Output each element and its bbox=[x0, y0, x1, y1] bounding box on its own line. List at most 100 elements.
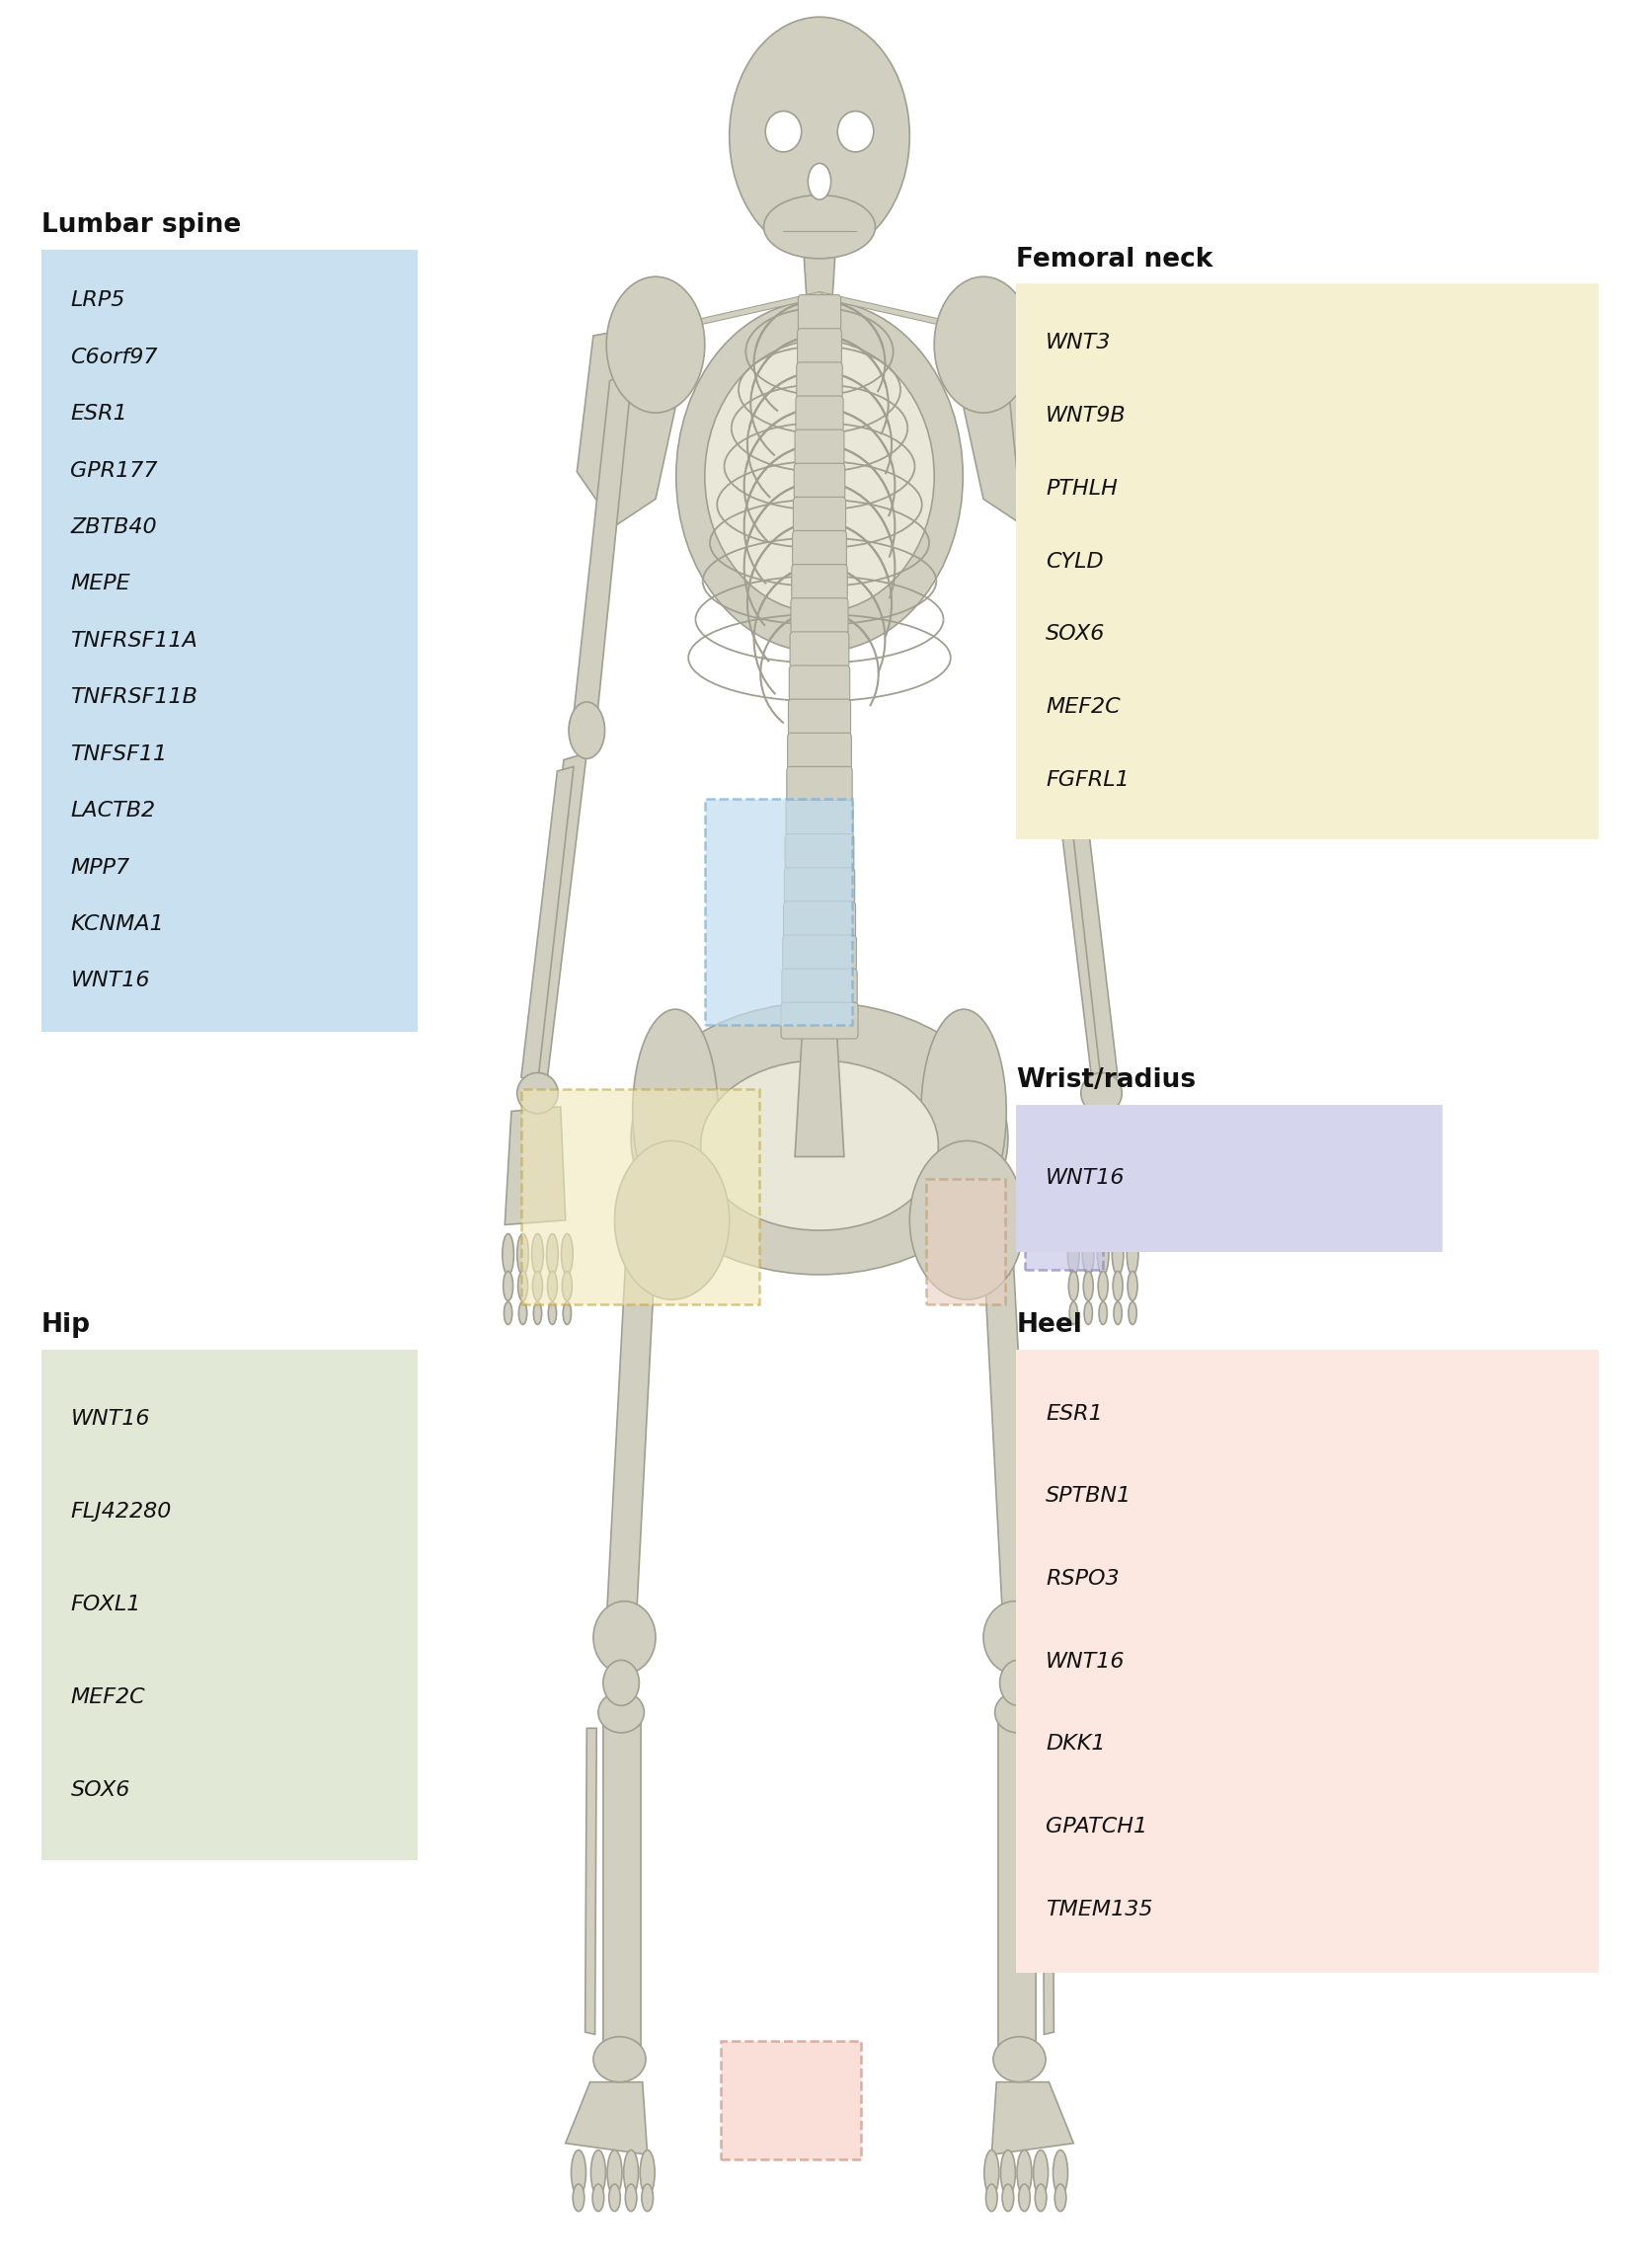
FancyBboxPatch shape bbox=[783, 934, 856, 971]
Ellipse shape bbox=[518, 1302, 528, 1325]
Ellipse shape bbox=[1083, 1270, 1093, 1302]
Ellipse shape bbox=[921, 1009, 1006, 1213]
Ellipse shape bbox=[808, 163, 831, 200]
Ellipse shape bbox=[570, 2150, 587, 2195]
Ellipse shape bbox=[603, 1660, 639, 1706]
FancyBboxPatch shape bbox=[1024, 1134, 1103, 1270]
Polygon shape bbox=[983, 1247, 1033, 1626]
Polygon shape bbox=[574, 367, 633, 721]
FancyBboxPatch shape bbox=[788, 699, 851, 735]
Circle shape bbox=[615, 1141, 729, 1300]
Text: Hip: Hip bbox=[41, 1313, 90, 1338]
Text: Heel: Heel bbox=[1016, 1313, 1082, 1338]
Ellipse shape bbox=[1098, 1234, 1110, 1275]
Ellipse shape bbox=[1003, 2184, 1013, 2211]
Ellipse shape bbox=[598, 1692, 644, 1733]
Ellipse shape bbox=[705, 340, 934, 612]
Ellipse shape bbox=[1083, 1234, 1095, 1275]
Ellipse shape bbox=[993, 2037, 1046, 2082]
Ellipse shape bbox=[1100, 1302, 1108, 1325]
Polygon shape bbox=[577, 322, 675, 526]
Ellipse shape bbox=[593, 2037, 646, 2082]
Text: Wrist/radius: Wrist/radius bbox=[1016, 1068, 1196, 1093]
Text: ESR1: ESR1 bbox=[70, 404, 128, 424]
Ellipse shape bbox=[764, 195, 875, 259]
Ellipse shape bbox=[1016, 2150, 1033, 2195]
FancyBboxPatch shape bbox=[792, 565, 847, 601]
Text: FGFRL1: FGFRL1 bbox=[1046, 771, 1129, 789]
Ellipse shape bbox=[1098, 1270, 1108, 1302]
Polygon shape bbox=[998, 1710, 1036, 2046]
Ellipse shape bbox=[547, 1270, 557, 1302]
Polygon shape bbox=[1006, 367, 1065, 721]
Ellipse shape bbox=[1034, 2150, 1049, 2195]
FancyBboxPatch shape bbox=[782, 1002, 859, 1039]
Ellipse shape bbox=[677, 302, 964, 653]
Ellipse shape bbox=[983, 2150, 1000, 2195]
FancyBboxPatch shape bbox=[798, 329, 842, 365]
Ellipse shape bbox=[623, 2150, 639, 2195]
Ellipse shape bbox=[533, 1270, 543, 1302]
Text: ESR1: ESR1 bbox=[1046, 1404, 1103, 1424]
Ellipse shape bbox=[701, 1059, 938, 1229]
Ellipse shape bbox=[606, 2150, 623, 2195]
Ellipse shape bbox=[987, 2184, 997, 2211]
FancyBboxPatch shape bbox=[1016, 1349, 1598, 1973]
Text: WNT3: WNT3 bbox=[1046, 333, 1111, 352]
Text: WNT16: WNT16 bbox=[70, 971, 149, 991]
Ellipse shape bbox=[1019, 2184, 1031, 2211]
Polygon shape bbox=[964, 322, 1062, 526]
Ellipse shape bbox=[1069, 1234, 1078, 1275]
FancyBboxPatch shape bbox=[797, 397, 842, 433]
Ellipse shape bbox=[729, 18, 910, 256]
FancyBboxPatch shape bbox=[790, 599, 849, 635]
Ellipse shape bbox=[502, 1234, 513, 1275]
Polygon shape bbox=[565, 2082, 647, 2155]
Text: WNT9B: WNT9B bbox=[1046, 406, 1126, 426]
Ellipse shape bbox=[1056, 2184, 1067, 2211]
Text: PTHLH: PTHLH bbox=[1046, 479, 1118, 499]
Text: WNT16: WNT16 bbox=[70, 1408, 149, 1429]
FancyBboxPatch shape bbox=[1016, 1105, 1442, 1252]
FancyBboxPatch shape bbox=[41, 1349, 418, 1860]
Text: TNFRSF11B: TNFRSF11B bbox=[70, 687, 198, 708]
Ellipse shape bbox=[561, 1234, 572, 1275]
Circle shape bbox=[910, 1141, 1024, 1300]
Ellipse shape bbox=[1126, 1234, 1137, 1275]
FancyBboxPatch shape bbox=[795, 429, 844, 465]
Ellipse shape bbox=[1128, 1302, 1137, 1325]
Ellipse shape bbox=[641, 2150, 656, 2195]
Polygon shape bbox=[603, 1710, 641, 2046]
Ellipse shape bbox=[518, 1234, 528, 1275]
Text: TNFSF11: TNFSF11 bbox=[70, 744, 167, 764]
Ellipse shape bbox=[1000, 2150, 1016, 2195]
Text: TNFRSF11A: TNFRSF11A bbox=[70, 631, 198, 651]
Polygon shape bbox=[795, 1016, 844, 1157]
Text: WNT16: WNT16 bbox=[1046, 1168, 1124, 1188]
Polygon shape bbox=[1065, 767, 1118, 1084]
Ellipse shape bbox=[1128, 1270, 1137, 1302]
Ellipse shape bbox=[610, 2184, 620, 2211]
Ellipse shape bbox=[569, 701, 605, 758]
Polygon shape bbox=[992, 2082, 1074, 2155]
Ellipse shape bbox=[631, 1002, 1008, 1275]
Text: MEF2C: MEF2C bbox=[1046, 696, 1121, 717]
FancyBboxPatch shape bbox=[788, 733, 852, 769]
FancyBboxPatch shape bbox=[787, 801, 852, 837]
Text: KCNMA1: KCNMA1 bbox=[70, 914, 164, 934]
Ellipse shape bbox=[995, 1692, 1041, 1733]
FancyBboxPatch shape bbox=[783, 900, 856, 937]
Ellipse shape bbox=[505, 1302, 511, 1325]
Ellipse shape bbox=[1054, 2150, 1069, 2195]
Ellipse shape bbox=[983, 1601, 1046, 1674]
Text: Lumbar spine: Lumbar spine bbox=[41, 213, 241, 238]
Text: FOXL1: FOXL1 bbox=[70, 1594, 141, 1615]
FancyBboxPatch shape bbox=[793, 531, 846, 567]
Ellipse shape bbox=[574, 2184, 583, 2211]
Ellipse shape bbox=[1034, 701, 1070, 758]
Polygon shape bbox=[524, 753, 587, 1077]
FancyBboxPatch shape bbox=[790, 633, 849, 669]
Polygon shape bbox=[967, 1229, 1010, 1275]
Ellipse shape bbox=[1000, 1660, 1036, 1706]
Polygon shape bbox=[606, 1247, 656, 1626]
